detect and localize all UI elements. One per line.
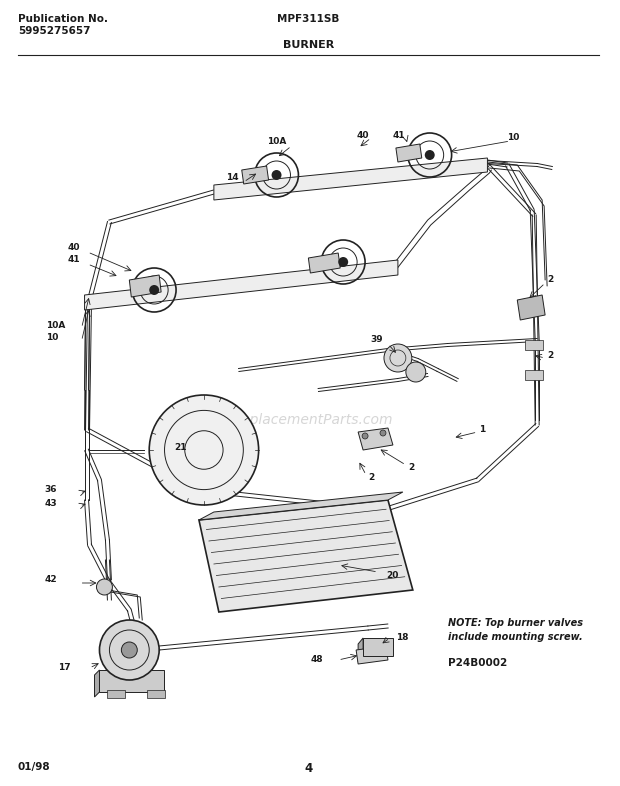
- Circle shape: [149, 395, 259, 505]
- Text: 39: 39: [370, 336, 383, 344]
- Polygon shape: [358, 638, 363, 662]
- Bar: [107, 690, 125, 698]
- Text: 21: 21: [174, 443, 187, 453]
- Text: 2: 2: [547, 276, 554, 285]
- Polygon shape: [84, 260, 398, 310]
- Text: 40: 40: [356, 130, 369, 139]
- Circle shape: [149, 285, 159, 295]
- Circle shape: [380, 430, 386, 436]
- Bar: [363, 638, 393, 656]
- Text: 20: 20: [386, 571, 398, 579]
- Circle shape: [97, 579, 112, 595]
- Polygon shape: [517, 295, 545, 320]
- Circle shape: [122, 642, 137, 658]
- Circle shape: [362, 433, 368, 439]
- Bar: [99, 670, 164, 692]
- Text: 43: 43: [45, 498, 58, 508]
- Text: 36: 36: [45, 486, 57, 494]
- Text: 10A: 10A: [267, 138, 286, 146]
- Bar: [525, 370, 543, 380]
- Text: eReplacementParts.com: eReplacementParts.com: [224, 413, 393, 427]
- Bar: [525, 340, 543, 350]
- Text: 14: 14: [226, 174, 239, 182]
- Text: 5995275657: 5995275657: [18, 26, 91, 36]
- Text: 4: 4: [304, 762, 312, 775]
- Text: 1: 1: [479, 425, 485, 435]
- Polygon shape: [242, 166, 268, 184]
- Polygon shape: [358, 428, 393, 450]
- Circle shape: [99, 620, 159, 680]
- Text: 41: 41: [393, 130, 405, 139]
- Text: 42: 42: [45, 575, 58, 585]
- Text: 01/98: 01/98: [18, 762, 51, 772]
- Text: 10: 10: [46, 333, 58, 343]
- Polygon shape: [199, 492, 403, 520]
- Text: 41: 41: [68, 255, 80, 265]
- Circle shape: [272, 170, 281, 180]
- Text: 18: 18: [396, 634, 409, 642]
- Text: BURNER: BURNER: [283, 40, 334, 50]
- Text: 40: 40: [68, 244, 80, 252]
- Text: 2: 2: [368, 473, 374, 483]
- Text: 2: 2: [408, 464, 414, 472]
- Polygon shape: [214, 158, 487, 200]
- Bar: [147, 690, 165, 698]
- Text: 17: 17: [58, 663, 70, 673]
- Text: 10A: 10A: [46, 321, 65, 329]
- Text: 10: 10: [507, 134, 520, 142]
- Circle shape: [339, 257, 348, 267]
- Text: 2: 2: [547, 351, 554, 359]
- Text: P24B0002: P24B0002: [448, 658, 507, 668]
- Text: MPF311SB: MPF311SB: [277, 14, 340, 24]
- Polygon shape: [199, 500, 413, 612]
- Polygon shape: [94, 670, 99, 697]
- Text: NOTE: Top burner valves: NOTE: Top burner valves: [448, 618, 583, 628]
- Circle shape: [425, 150, 435, 160]
- Polygon shape: [308, 253, 340, 273]
- Polygon shape: [396, 144, 422, 162]
- Polygon shape: [130, 275, 161, 297]
- Text: include mounting screw.: include mounting screw.: [448, 632, 582, 642]
- Polygon shape: [356, 646, 388, 664]
- Text: Publication No.: Publication No.: [18, 14, 108, 24]
- Circle shape: [406, 362, 426, 382]
- Text: 48: 48: [311, 656, 323, 664]
- Circle shape: [384, 344, 412, 372]
